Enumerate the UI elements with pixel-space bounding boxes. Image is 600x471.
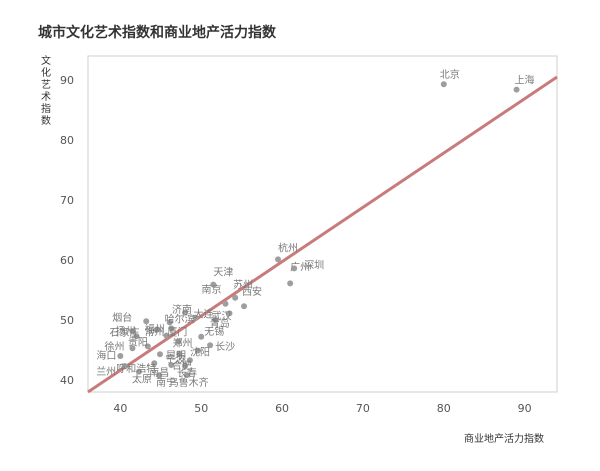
point-label-27: 海口 — [96, 349, 116, 362]
point-label-18: 常州 — [144, 326, 164, 339]
point-label-20: 石家庄 — [110, 326, 140, 339]
point-6 — [232, 294, 239, 301]
point-label-24: 徐州 — [104, 340, 124, 353]
y-tick-label-4: 80 — [60, 134, 74, 147]
point-21 — [175, 338, 182, 345]
point-19 — [198, 333, 205, 340]
point-27 — [117, 353, 124, 359]
point-23 — [144, 343, 151, 350]
point-label-4: 广州 — [290, 261, 310, 273]
plot-border — [87, 55, 558, 393]
point-label-33: 长春 — [177, 368, 197, 380]
x-tick-label-5: 90 — [518, 402, 532, 415]
point-14 — [143, 318, 150, 325]
point-29 — [186, 357, 193, 364]
point-35 — [156, 372, 163, 379]
y-tick-label-3: 70 — [60, 194, 74, 207]
point-label-21: 郑州 — [173, 337, 193, 350]
x-axis-label: 商业地产活力指数 — [464, 434, 544, 445]
point-label-7: 西安 — [242, 285, 262, 298]
point-label-14: 烟台 — [112, 311, 132, 324]
y-tick-label-0: 40 — [60, 374, 74, 387]
point-label-3: 深圳 — [304, 259, 324, 271]
point-4 — [287, 280, 294, 287]
point-label-12: 青岛 — [210, 317, 230, 330]
point-label-13: 哈尔滨 — [165, 312, 195, 325]
y-tick-label-5: 90 — [60, 74, 74, 87]
y-axis-label: 文化艺术指数 — [41, 56, 51, 127]
point-28 — [156, 351, 163, 358]
point-label-26: 宁波 — [165, 353, 185, 366]
x-tick-label-4: 80 — [437, 402, 451, 415]
point-13 — [166, 319, 173, 326]
point-label-25: 沈阳 — [190, 346, 210, 359]
point-label-6: 苏州 — [233, 278, 253, 291]
point-label-29: 合肥 — [172, 359, 192, 372]
x-tick-label-3: 70 — [356, 402, 370, 415]
point-12 — [212, 317, 219, 323]
point-17 — [129, 328, 136, 335]
point-0 — [440, 81, 447, 88]
point-label-8: 南京 — [201, 283, 221, 296]
trend-line — [87, 75, 558, 394]
point-label-31: 呼和浩特 — [116, 363, 156, 375]
point-label-30: 兰州 — [96, 365, 116, 378]
trend-line-path — [87, 75, 558, 394]
y-tick-label-2: 60 — [60, 254, 74, 267]
point-30 — [122, 363, 129, 370]
point-9 — [226, 310, 233, 317]
point-label-17: 扬州 — [115, 324, 135, 337]
point-label-9: 武汉 — [212, 309, 232, 322]
point-5 — [210, 281, 217, 288]
point-label-22: 长沙 — [215, 341, 235, 353]
point-22 — [207, 342, 214, 349]
point-label-23: 贵阳 — [128, 335, 148, 348]
point-8 — [222, 300, 229, 307]
point-label-19: 无锡 — [204, 325, 224, 338]
data-points — [117, 81, 520, 379]
point-label-2: 杭州 — [278, 241, 298, 254]
tick-labels: 40 50 60 70 80 90 40 50 60 70 80 90 — [60, 74, 532, 415]
point-25 — [194, 347, 201, 354]
x-tick-label-2: 60 — [275, 402, 289, 415]
point-34 — [135, 368, 142, 375]
point-label-11: 大连 — [194, 308, 214, 321]
x-tick-label-1: 50 — [194, 402, 208, 415]
x-tick-label-0: 40 — [113, 402, 127, 415]
point-26 — [176, 350, 183, 357]
point-label-15: 厦门 — [167, 325, 187, 338]
point-32 — [168, 362, 175, 368]
point-33 — [182, 362, 189, 369]
point-31 — [151, 360, 158, 367]
plot-frame — [87, 55, 558, 393]
y-tick-label-1: 50 — [60, 314, 74, 327]
point-20 — [133, 333, 140, 340]
point-1 — [513, 86, 520, 93]
point-label-32: 南昌 — [149, 366, 169, 379]
point-15 — [168, 325, 175, 332]
point-7 — [241, 303, 248, 310]
point-label-0: 北京 — [440, 68, 460, 81]
point-label-28: 昆明 — [166, 350, 186, 362]
point-label-5: 天津 — [213, 267, 233, 279]
point-18 — [163, 332, 170, 339]
point-3 — [291, 265, 298, 272]
point-11 — [192, 314, 199, 321]
point-label-34: 太原 — [132, 373, 152, 386]
point-label-35: 南宁 — [156, 376, 176, 389]
point-label-10: 济南 — [172, 303, 192, 316]
point-2 — [275, 256, 282, 263]
point-16 — [153, 326, 160, 333]
point-label-1: 上海 — [515, 74, 535, 87]
chart-title: 城市文化艺术指数和商业地产活力指数 — [38, 25, 276, 41]
point-36 — [183, 372, 190, 379]
point-label-36: 乌鲁木齐 — [169, 376, 209, 389]
point-10 — [182, 309, 189, 316]
point-label-16: 福州 — [145, 323, 165, 336]
point-24 — [129, 345, 136, 352]
